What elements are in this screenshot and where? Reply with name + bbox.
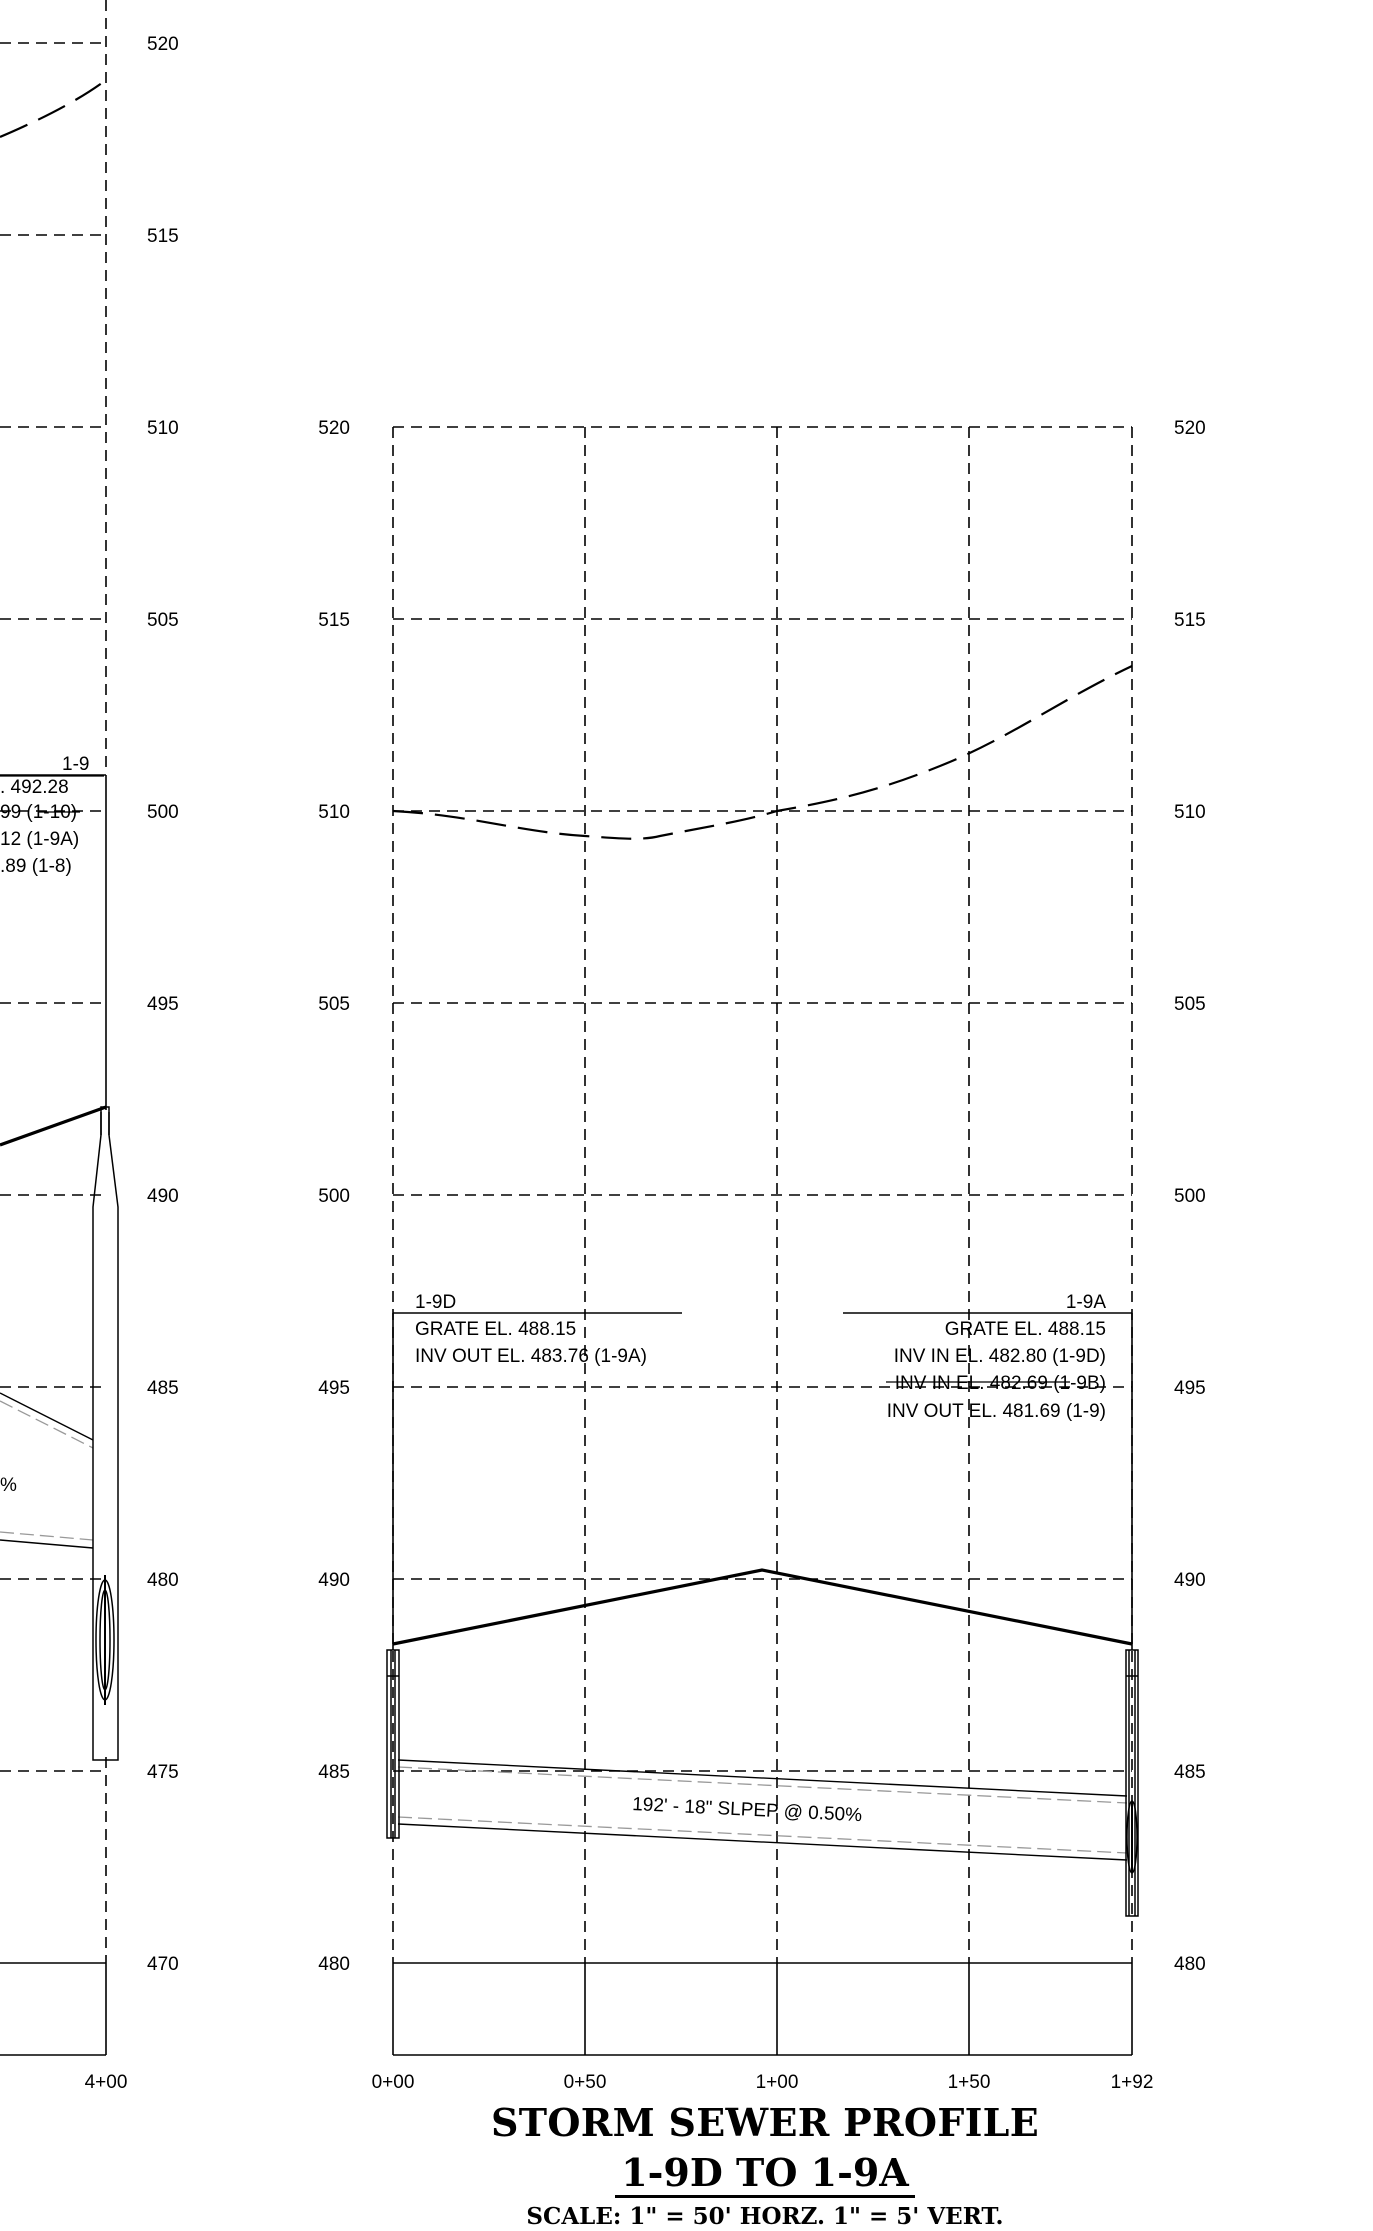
pipe-label: 192' - 18" SLPEP @ 0.50% bbox=[632, 1794, 863, 1826]
left-structure-notes: 1-9 . 492.28 99 (1-10) 12 (1-9A) .89 (1-… bbox=[0, 754, 104, 1496]
structure-1-9A-grate: GRATE EL. 488.15 bbox=[945, 1319, 1106, 1340]
left-elev-515: 515 bbox=[147, 226, 179, 247]
elev-right-495: 495 bbox=[1174, 1378, 1206, 1399]
pipe-1-9D-to-1-9A bbox=[397, 1759, 1128, 1861]
station-axis: 0+00 0+50 1+00 1+50 1+92 bbox=[372, 2072, 1154, 2093]
profile-subtitle: 1-9D TO 1-9A bbox=[440, 2150, 1090, 2198]
left-proposed-grade-line bbox=[0, 1105, 107, 1147]
left-existing-ground-line bbox=[0, 79, 107, 139]
elev-left-490: 490 bbox=[318, 1570, 350, 1591]
elev-left-495: 495 bbox=[318, 1378, 350, 1399]
left-station-end: 4+00 bbox=[85, 2072, 128, 2093]
existing-ground-line bbox=[392, 665, 1133, 840]
structure-1-9D-inv-out: INV OUT EL. 483.76 (1-9A) bbox=[415, 1346, 647, 1367]
elev-left-500: 500 bbox=[318, 1186, 350, 1207]
left-elev-500: 500 bbox=[147, 802, 179, 823]
left-pipe-label-fragment: % bbox=[0, 1475, 17, 1496]
station-1-00: 1+00 bbox=[756, 2072, 799, 2093]
right-left-elevation-axis: 520 515 510 505 500 495 490 485 480 bbox=[318, 418, 350, 1975]
profile-scale: SCALE: 1" = 50' HORZ. 1" = 5' VERT. bbox=[526, 2203, 1004, 2230]
left-elev-475: 475 bbox=[147, 1762, 179, 1783]
elev-right-510: 510 bbox=[1174, 802, 1206, 823]
start-structure-notes: 1-9D GRATE EL. 488.15 INV OUT EL. 483.76… bbox=[415, 1292, 647, 1367]
elev-right-505: 505 bbox=[1174, 994, 1206, 1015]
structure-1-9D-grate: GRATE EL. 488.15 bbox=[415, 1319, 576, 1340]
left-elev-505: 505 bbox=[147, 610, 179, 631]
right-station-band bbox=[392, 1962, 1133, 2056]
structure-1-9D bbox=[386, 1649, 400, 1839]
elev-right-520: 520 bbox=[1174, 418, 1206, 439]
structure-1-9A-inv-out: INV OUT EL. 481.69 (1-9) bbox=[887, 1401, 1106, 1422]
left-frame bbox=[0, 774, 107, 2056]
station-0-00: 0+00 bbox=[372, 2072, 415, 2093]
elev-left-520: 520 bbox=[318, 418, 350, 439]
structure-1-9A bbox=[1125, 1649, 1139, 1917]
profile-title: STORM SEWER PROFILE bbox=[491, 2100, 1039, 2145]
left-structure-grate: . 492.28 bbox=[0, 777, 69, 798]
elev-right-500: 500 bbox=[1174, 1186, 1206, 1207]
left-elev-480: 480 bbox=[147, 1570, 179, 1591]
left-elev-520: 520 bbox=[147, 34, 179, 55]
right-grid bbox=[392, 426, 1133, 1963]
elev-right-515: 515 bbox=[1174, 610, 1206, 631]
station-1-50: 1+50 bbox=[948, 2072, 991, 2093]
left-elev-510: 510 bbox=[147, 418, 179, 439]
structure-1-9A-inv-in-2: INV IN EL. 482.69 (1-9B) bbox=[895, 1373, 1106, 1394]
elev-right-480: 480 bbox=[1174, 1954, 1206, 1975]
left-elev-490: 490 bbox=[147, 1186, 179, 1207]
elev-left-505: 505 bbox=[318, 994, 350, 1015]
left-structure-1-9 bbox=[92, 1106, 119, 1761]
structure-1-9D-name: 1-9D bbox=[415, 1292, 456, 1313]
elev-left-515: 515 bbox=[318, 610, 350, 631]
left-elev-470: 470 bbox=[147, 1954, 179, 1975]
left-structure-inv-2: 12 (1-9A) bbox=[0, 829, 79, 850]
elev-right-485: 485 bbox=[1174, 1762, 1206, 1783]
station-0-50: 0+50 bbox=[564, 2072, 607, 2093]
left-pipe bbox=[0, 1392, 94, 1549]
left-structure-inv-3: .89 (1-8) bbox=[0, 856, 72, 877]
structure-1-9A-name: 1-9A bbox=[1066, 1292, 1106, 1313]
left-elev-495: 495 bbox=[147, 994, 179, 1015]
left-profile: 1-9 . 492.28 99 (1-10) 12 (1-9A) .89 (1-… bbox=[0, 0, 179, 2093]
right-profile: 1-9D GRATE EL. 488.15 INV OUT EL. 483.76… bbox=[318, 418, 1205, 2093]
left-elev-485: 485 bbox=[147, 1378, 179, 1399]
elev-left-510: 510 bbox=[318, 802, 350, 823]
structure-1-9A-inv-in-1: INV IN EL. 482.80 (1-9D) bbox=[894, 1346, 1106, 1367]
right-right-elevation-axis: 520 515 510 505 500 495 490 485 480 bbox=[1174, 418, 1206, 1975]
end-structure-notes: 1-9A GRATE EL. 488.15 INV IN EL. 482.80 … bbox=[886, 1292, 1106, 1422]
elev-left-480: 480 bbox=[318, 1954, 350, 1975]
left-structure-name: 1-9 bbox=[62, 754, 89, 775]
left-grid bbox=[0, 0, 107, 1963]
station-1-92: 1+92 bbox=[1111, 2072, 1154, 2093]
proposed-grade-line bbox=[392, 1568, 1133, 1646]
structure-frames bbox=[392, 1312, 1133, 1650]
elev-left-485: 485 bbox=[318, 1762, 350, 1783]
profile-subtitle-text: 1-9D TO 1-9A bbox=[615, 2150, 915, 2198]
left-elevation-axis: 520 515 510 505 500 495 490 485 480 475 … bbox=[85, 34, 179, 2093]
elev-right-490: 490 bbox=[1174, 1570, 1206, 1591]
